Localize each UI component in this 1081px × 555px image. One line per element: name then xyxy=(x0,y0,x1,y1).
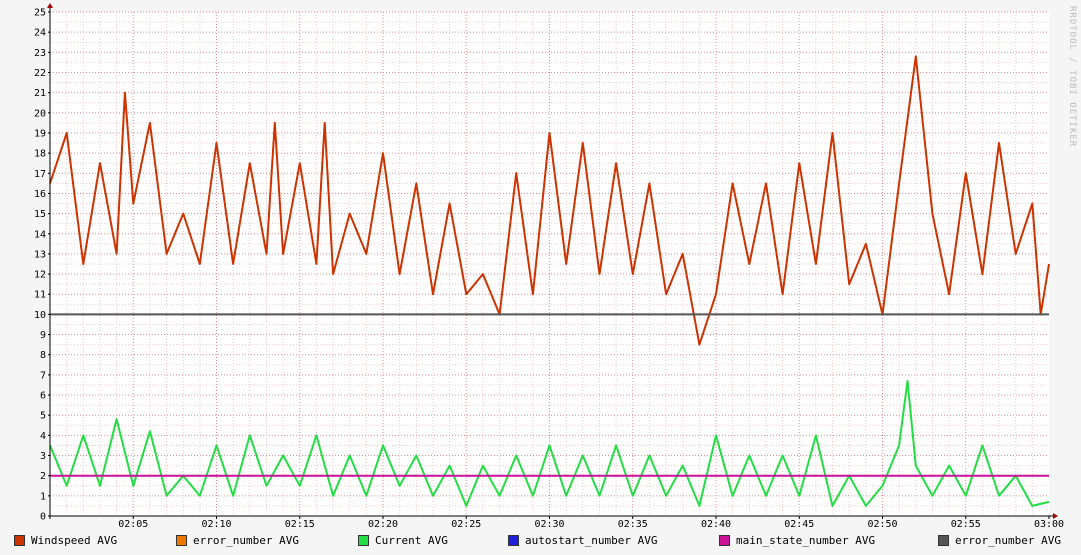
legend-swatch xyxy=(358,535,369,546)
y-tick-label: 18 xyxy=(34,149,46,160)
y-tick-label: 5 xyxy=(40,411,46,422)
legend-label: error_number AVG xyxy=(955,534,1061,547)
legend-item: Windspeed AVG xyxy=(14,534,117,547)
y-tick-label: 9 xyxy=(40,330,46,341)
x-tick-label: 02:55 xyxy=(951,519,981,530)
legend-label: main_state_number AVG xyxy=(736,534,876,547)
x-tick-label: 03:00 xyxy=(1034,519,1064,530)
x-tick-label: 02:20 xyxy=(368,519,398,530)
legend-label: Current AVG xyxy=(375,534,448,547)
legend-item: Current AVG xyxy=(358,534,448,547)
x-tick-label: 02:15 xyxy=(285,519,315,530)
y-tick-label: 22 xyxy=(34,68,46,79)
x-tick-label: 02:05 xyxy=(118,519,148,530)
tick-labels: 0123456789101112131415161718192021222324… xyxy=(34,8,1064,531)
watermark: RRDTOOL / TOBI OETIKER xyxy=(1067,6,1077,147)
y-tick-label: 12 xyxy=(34,270,46,281)
series-line-0 xyxy=(49,55,1050,346)
legend-swatch xyxy=(719,535,730,546)
legend-label: autostart_number AVG xyxy=(525,534,658,547)
y-tick-label: 13 xyxy=(34,249,46,260)
legend-label: Windspeed AVG xyxy=(31,534,118,547)
y-tick-label: 14 xyxy=(34,229,46,240)
legend: Windspeed AVG error_number AVG Current AVG… xyxy=(14,534,1074,550)
legend-swatch xyxy=(938,535,949,546)
legend-swatch xyxy=(14,535,25,546)
y-tick-label: 21 xyxy=(34,88,46,99)
x-tick-label: 02:10 xyxy=(201,519,231,530)
chart: 0123456789101112131415161718192021222324… xyxy=(34,3,1077,531)
legend-item: autostart_number AVG xyxy=(508,534,657,547)
y-tick-label: 8 xyxy=(40,350,46,361)
y-tick-label: 1 xyxy=(40,491,46,502)
x-axis-arrow xyxy=(1053,513,1058,519)
y-tick-label: 17 xyxy=(34,169,46,180)
y-tick-label: 3 xyxy=(40,451,46,462)
x-tick-label: 02:30 xyxy=(534,519,564,530)
grid xyxy=(50,11,1049,516)
series-line-2 xyxy=(49,379,1050,507)
y-tick-label: 10 xyxy=(34,310,46,321)
legend-item: error_number AVG xyxy=(938,534,1061,547)
x-tick-label: 02:40 xyxy=(701,519,731,530)
y-tick-label: 11 xyxy=(34,290,46,301)
y-tick-label: 4 xyxy=(40,431,46,442)
y-tick-label: 15 xyxy=(34,209,46,220)
y-tick-label: 24 xyxy=(34,28,46,39)
x-tick-label: 02:50 xyxy=(867,519,897,530)
y-tick-label: 23 xyxy=(34,48,46,59)
x-tick-label: 02:25 xyxy=(451,519,481,530)
y-tick-label: 20 xyxy=(34,108,46,119)
legend-item: main_state_number AVG xyxy=(719,534,875,547)
legend-swatch xyxy=(176,535,187,546)
legend-swatch xyxy=(508,535,519,546)
x-tick-label: 02:45 xyxy=(784,519,814,530)
series-group xyxy=(49,55,1050,507)
legend-label: error_number AVG xyxy=(193,534,299,547)
axes xyxy=(47,3,1058,519)
y-tick-label: 19 xyxy=(34,128,46,139)
legend-item: error_number AVG xyxy=(176,534,299,547)
y-axis-arrow xyxy=(47,3,53,8)
y-tick-label: 6 xyxy=(40,391,46,402)
y-tick-label: 16 xyxy=(34,189,46,200)
y-tick-label: 25 xyxy=(34,8,46,19)
y-tick-label: 0 xyxy=(40,512,46,523)
y-tick-label: 2 xyxy=(40,471,46,482)
x-tick-label: 02:35 xyxy=(618,519,648,530)
y-tick-label: 7 xyxy=(40,370,46,381)
